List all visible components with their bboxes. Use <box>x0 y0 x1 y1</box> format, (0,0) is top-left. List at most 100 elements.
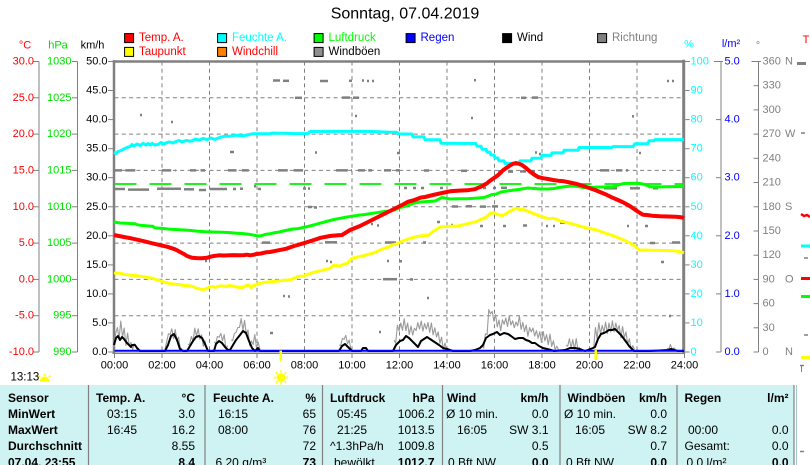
svg-text:08:00: 08:00 <box>291 360 319 372</box>
svg-text:Taupunkt: Taupunkt <box>139 46 186 58</box>
svg-text:0.0: 0.0 <box>650 455 667 465</box>
svg-text:0: 0 <box>763 346 769 358</box>
svg-text:Sensor: Sensor <box>8 391 49 405</box>
svg-text:00:00: 00:00 <box>688 423 718 437</box>
svg-text:1010: 1010 <box>47 201 71 213</box>
svg-text:km/h: km/h <box>520 391 548 405</box>
svg-text:1015: 1015 <box>47 164 71 176</box>
svg-text:6.20 g/m³: 6.20 g/m³ <box>216 455 267 465</box>
svg-text:02:00: 02:00 <box>148 360 176 372</box>
svg-text:72: 72 <box>303 439 317 453</box>
svg-text:16:05: 16:05 <box>575 423 605 437</box>
svg-text:Richtung: Richtung <box>612 32 657 44</box>
svg-text:150: 150 <box>763 225 781 237</box>
svg-text:5.0: 5.0 <box>19 237 34 249</box>
svg-text:240: 240 <box>763 152 781 164</box>
svg-text:30: 30 <box>691 259 703 271</box>
svg-text:Ø 10 min.: Ø 10 min. <box>446 407 498 421</box>
svg-text:l/m²: l/m² <box>722 38 741 50</box>
svg-text:Temp. A.: Temp. A. <box>96 391 145 405</box>
svg-text:05:45: 05:45 <box>337 407 367 421</box>
svg-text:Wind: Wind <box>517 32 543 44</box>
svg-text:8.4: 8.4 <box>178 455 195 465</box>
svg-text:16:00: 16:00 <box>481 360 509 372</box>
svg-text:30.0: 30.0 <box>86 172 107 184</box>
svg-text:°: ° <box>756 40 760 52</box>
svg-text:20:00: 20:00 <box>576 360 604 372</box>
svg-text:08:00: 08:00 <box>218 423 248 437</box>
svg-text:16:05: 16:05 <box>457 423 487 437</box>
svg-text:2.0: 2.0 <box>725 230 740 242</box>
svg-text:30: 30 <box>763 322 775 334</box>
svg-text:20: 20 <box>691 288 703 300</box>
svg-text:12:00: 12:00 <box>386 360 414 372</box>
svg-text:03:15: 03:15 <box>107 407 137 421</box>
svg-text:%: % <box>684 39 694 51</box>
svg-text:0.0: 0.0 <box>725 346 740 358</box>
svg-text:Gesamt:: Gesamt: <box>685 439 730 453</box>
svg-text:1006.2: 1006.2 <box>398 407 435 421</box>
svg-text:0: 0 <box>691 346 697 358</box>
svg-text:90: 90 <box>763 273 775 285</box>
svg-text:45.0: 45.0 <box>86 85 107 97</box>
svg-text:360: 360 <box>763 56 781 68</box>
svg-text:15.0: 15.0 <box>13 164 34 176</box>
svg-text:270: 270 <box>763 128 781 140</box>
svg-text:180: 180 <box>763 201 781 213</box>
svg-text:SW 3.1: SW 3.1 <box>509 423 549 437</box>
svg-text:1013.5: 1013.5 <box>398 423 435 437</box>
svg-text:5.0: 5.0 <box>92 317 107 329</box>
svg-text:13:13: 13:13 <box>11 371 40 383</box>
svg-text:40.0: 40.0 <box>86 114 107 126</box>
svg-text:995: 995 <box>53 310 71 322</box>
svg-text:Windböen: Windböen <box>329 46 381 58</box>
svg-text:Regen: Regen <box>421 32 455 44</box>
svg-text:Feuchte A.: Feuchte A. <box>232 32 287 44</box>
svg-text:70: 70 <box>691 143 703 155</box>
svg-text:0 Bft NW: 0 Bft NW <box>448 455 497 465</box>
svg-text:50: 50 <box>691 201 703 213</box>
svg-text:3.0: 3.0 <box>725 172 740 184</box>
svg-text:0.5: 0.5 <box>532 439 549 453</box>
svg-text:Luftdruck: Luftdruck <box>330 391 386 405</box>
svg-text:100: 100 <box>691 56 709 68</box>
svg-text:16:45: 16:45 <box>107 423 137 437</box>
svg-text:60: 60 <box>691 172 703 184</box>
svg-text:15.0: 15.0 <box>86 259 107 271</box>
svg-text:10:00: 10:00 <box>338 360 366 372</box>
svg-text:1020: 1020 <box>47 128 71 140</box>
svg-text:0.0 l/m²: 0.0 l/m² <box>687 455 727 465</box>
svg-text:Feuchte A.: Feuchte A. <box>213 391 274 405</box>
svg-text:Windböen: Windböen <box>568 391 626 405</box>
svg-text:0.0: 0.0 <box>532 455 549 465</box>
svg-text:°C: °C <box>182 391 196 405</box>
svg-text:S: S <box>785 201 792 213</box>
svg-text:07.04. 23:55: 07.04. 23:55 <box>8 455 76 465</box>
svg-text:0.0: 0.0 <box>19 273 34 285</box>
svg-text:N: N <box>785 346 793 358</box>
svg-text:T: T <box>803 34 810 46</box>
svg-text:16.2: 16.2 <box>172 423 196 437</box>
svg-text:16:15: 16:15 <box>218 407 248 421</box>
svg-text:3.0: 3.0 <box>178 407 195 421</box>
svg-text:1030: 1030 <box>47 56 71 68</box>
svg-text:1009.8: 1009.8 <box>398 439 435 453</box>
svg-text:8.55: 8.55 <box>172 439 196 453</box>
svg-text:km/h: km/h <box>639 391 667 405</box>
svg-text:Luftdruck: Luftdruck <box>329 32 377 44</box>
svg-text:W: W <box>785 128 796 140</box>
svg-text:5.0: 5.0 <box>725 56 740 68</box>
svg-text:°C: °C <box>19 40 31 52</box>
svg-text:14:00: 14:00 <box>433 360 461 372</box>
svg-text:1000: 1000 <box>47 273 71 285</box>
svg-text:0.0: 0.0 <box>650 407 667 421</box>
svg-text:990: 990 <box>53 346 71 358</box>
svg-text:330: 330 <box>763 80 781 92</box>
svg-text:76: 76 <box>303 423 317 437</box>
svg-text:0 Bft NW: 0 Bft NW <box>566 455 615 465</box>
svg-text:210: 210 <box>763 177 781 189</box>
svg-text:1025: 1025 <box>47 92 71 104</box>
svg-text:40: 40 <box>691 230 703 242</box>
svg-text:bewölkt: bewölkt <box>334 455 375 465</box>
svg-text:0.0: 0.0 <box>532 407 549 421</box>
